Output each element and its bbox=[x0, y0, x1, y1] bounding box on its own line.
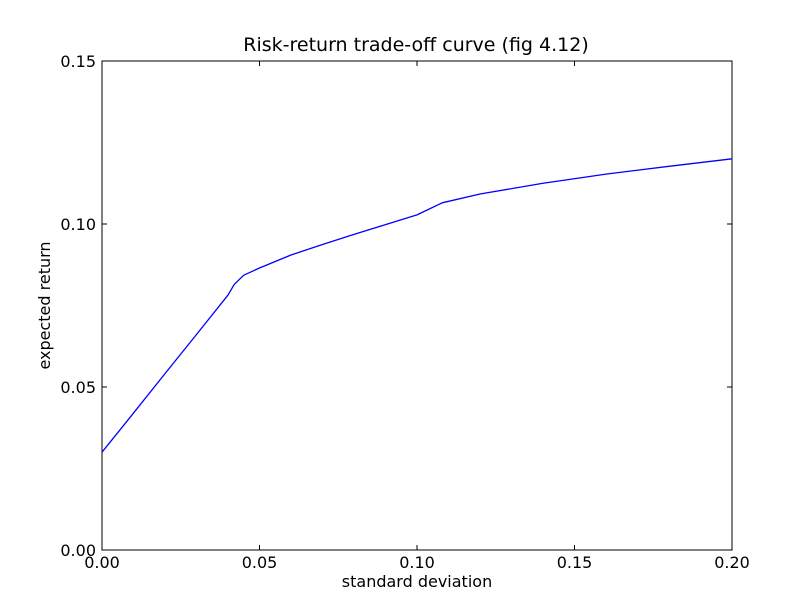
y-tick-label: 0.05 bbox=[60, 378, 96, 397]
x-tick-label: 0.20 bbox=[714, 553, 750, 572]
y-tick-label: 0.10 bbox=[60, 215, 96, 234]
y-axis-ticks: 0.00 0.05 0.10 0.15 bbox=[60, 52, 732, 560]
y-tick-label: 0.15 bbox=[60, 52, 96, 71]
plot-area bbox=[101, 60, 733, 551]
chart-title: Risk-return trade-off curve (fig 4.12) bbox=[243, 34, 588, 56]
series-line bbox=[101, 158, 733, 453]
y-tick-label: 0.00 bbox=[60, 541, 96, 560]
y-axis-label: expected return bbox=[35, 241, 54, 369]
axes-frame bbox=[101, 60, 733, 551]
x-tick-label: 0.10 bbox=[399, 553, 435, 572]
x-tick-label: 0.05 bbox=[242, 553, 278, 572]
x-axis-ticks: 0.00 0.05 0.10 0.15 0.20 bbox=[84, 61, 750, 572]
x-tick-label: 0.15 bbox=[557, 553, 593, 572]
x-axis-label: standard deviation bbox=[342, 572, 492, 591]
x-tick-label: 0.00 bbox=[84, 553, 120, 572]
series-layer bbox=[101, 158, 733, 453]
